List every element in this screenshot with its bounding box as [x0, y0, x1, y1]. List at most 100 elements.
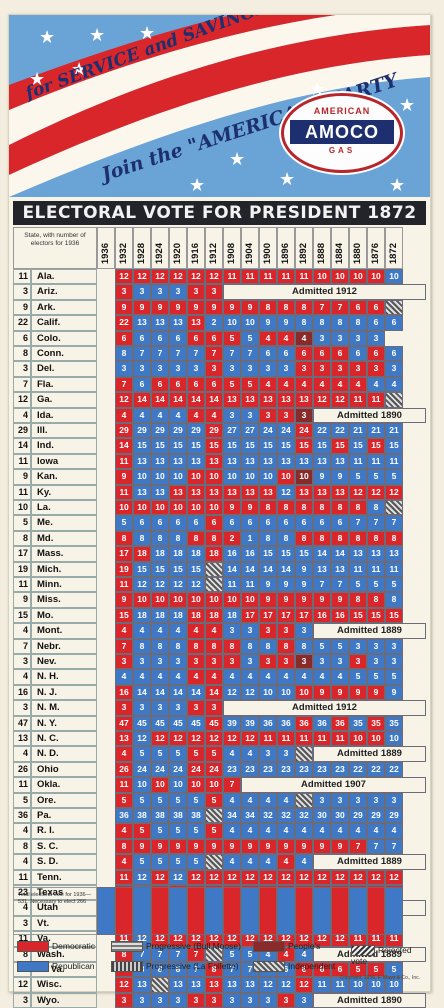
vote-cell: 36 — [259, 715, 277, 731]
svg-text:★: ★ — [89, 25, 105, 45]
legend-bull-moose-label: Progressive (Bull Moose) — [146, 941, 241, 951]
vote-cell: 22 — [367, 761, 385, 778]
vote-cell: 2 — [223, 530, 241, 547]
vote-cell: 12 — [223, 684, 241, 701]
vote-cell: 24 — [277, 423, 295, 439]
vote-cell: 5 — [223, 946, 241, 962]
year-header: 1908 — [223, 227, 241, 269]
electors-1936: 3 — [13, 284, 31, 300]
vote-cell: 10 — [187, 469, 205, 485]
vote-cell: 3 — [241, 623, 259, 639]
vote-cell: 5 — [187, 746, 205, 762]
vote-cell: 4 — [277, 792, 295, 808]
state-row: 47 N. Y. 47 45 45 45 45 45 39 39 36 36 36 36 36 35 35 35 — [13, 715, 426, 731]
winner-total-cell — [367, 887, 385, 935]
vote-cell: 13 — [241, 453, 259, 470]
vote-cell: 7 — [385, 838, 403, 855]
year-header: 1928 — [133, 227, 151, 269]
vote-cell: 9 — [331, 684, 349, 701]
democratic-swatch — [17, 941, 49, 953]
admitted-note: Admitted 1912 — [223, 700, 426, 716]
vote-cell: 8 — [331, 315, 349, 331]
state-name: Conn. — [31, 346, 97, 362]
state-row: 4 Ida. 4 4 4 4 4 4 3 3 3 3 3 Admitted 1890 — [13, 407, 426, 423]
vote-cell: 8 — [151, 530, 169, 547]
vote-cell: 24 — [259, 423, 277, 439]
vote-cell: 9 — [385, 684, 403, 701]
electors-1936: 11 — [13, 777, 31, 793]
state-row: 15 Mo. 15 18 18 18 18 18 18 17 17 17 17 16 16 15 15 15 — [13, 607, 426, 624]
vote-cell: 3 — [385, 361, 403, 377]
vote-cell: 12 — [259, 869, 277, 885]
vote-cell: 12 — [115, 977, 133, 993]
vote-cell: 4 — [385, 823, 403, 839]
svg-text:★: ★ — [309, 79, 325, 99]
vote-cell: 15 — [331, 438, 349, 454]
vote-cell: 12 — [295, 977, 313, 993]
electors-1936: 4 — [13, 823, 31, 839]
electors-1936: 11 — [13, 869, 31, 885]
vote-cell: 10 — [223, 315, 241, 331]
vote-cell: 4 — [133, 407, 151, 423]
vote-cell: 11 — [241, 577, 259, 593]
vote-cell: 13 — [133, 453, 151, 470]
state-name: Tenn. — [31, 869, 97, 885]
vote-cell: 14 — [313, 546, 331, 562]
vote-cell: 1 — [241, 530, 259, 547]
electors-1936: 36 — [13, 808, 31, 824]
year-label: 1904 — [244, 242, 255, 264]
electors-1936: 5 — [13, 515, 31, 531]
vote-cell: 10 — [169, 500, 187, 516]
vote-cell: 12 — [169, 731, 187, 747]
state-row: 29 Ill. 29 29 29 29 29 29 27 27 24 24 24 22 22 21 21 21 — [13, 423, 426, 439]
state-name: Mo. — [31, 607, 97, 624]
vote-cell: 3 — [295, 361, 313, 377]
vote-cell: 11 — [331, 977, 349, 993]
vote-cell: 3 — [349, 792, 367, 808]
vote-cell: 3 — [169, 700, 187, 716]
vote-cell: 6 — [187, 515, 205, 531]
vote-cell — [151, 977, 169, 993]
vote-cell — [295, 792, 313, 808]
vote-cell: 3 — [223, 623, 241, 639]
vote-cell: 15 — [295, 546, 313, 562]
state-row: 10 La. 10 10 10 10 10 10 9 9 8 8 8 8 8 8 8 — [13, 500, 426, 516]
vote-cell: 4 — [187, 669, 205, 685]
vote-cell: 8 — [367, 500, 385, 516]
vote-cell: 3 — [313, 792, 331, 808]
state-row: 26 Ohio 26 24 24 24 24 24 23 23 23 23 23 23 23 22 22 22 — [13, 761, 426, 778]
state-row: 11 Tenn. 11 12 12 12 12 12 12 12 12 12 12 12 12 12 12 12 — [13, 869, 426, 885]
vote-cell: 15 — [259, 438, 277, 454]
vote-cell — [205, 946, 223, 962]
vote-cell: 3 — [277, 407, 295, 423]
vote-cell: 15 — [277, 546, 295, 562]
state-name: Wash. — [31, 946, 97, 962]
vote-cell: 4 — [169, 623, 187, 639]
vote-cell: 29 — [349, 808, 367, 824]
vote-cell: 11 — [313, 731, 331, 747]
vote-cell: 12 — [223, 869, 241, 885]
vote-cell: 10 — [133, 592, 151, 608]
vote-cell: 9 — [241, 299, 259, 316]
electors-1936: 11 — [13, 577, 31, 593]
vote-cell: 5 — [187, 823, 205, 839]
vote-cell: 6 — [277, 346, 295, 362]
vote-cell: 3 — [367, 654, 385, 670]
state-row: 11 Ky. 11 13 13 13 13 13 13 13 13 12 13 13 13 12 12 12 — [13, 484, 426, 500]
vote-cell: 10 — [223, 469, 241, 485]
state-row: 8 Conn. 8 7 7 7 7 7 7 7 6 6 6 6 6 6 6 6 — [13, 346, 426, 362]
vote-cell: 13 — [259, 484, 277, 500]
vote-cell: 13 — [187, 453, 205, 470]
vote-cell: 4 — [223, 792, 241, 808]
vote-cell: 13 — [331, 484, 349, 500]
legend-independent-label: Independent — [288, 961, 336, 971]
year-label: 1932 — [118, 242, 129, 264]
winner-total-cell — [223, 887, 241, 935]
vote-cell: 12 — [205, 869, 223, 885]
electors-1936: 29 — [13, 423, 31, 439]
vote-cell: 13 — [187, 977, 205, 993]
vote-cell: 13 — [349, 546, 367, 562]
legend-peoples: People's — [253, 941, 320, 953]
vote-cell: 13 — [187, 315, 205, 331]
vote-cell: 17 — [115, 546, 133, 562]
